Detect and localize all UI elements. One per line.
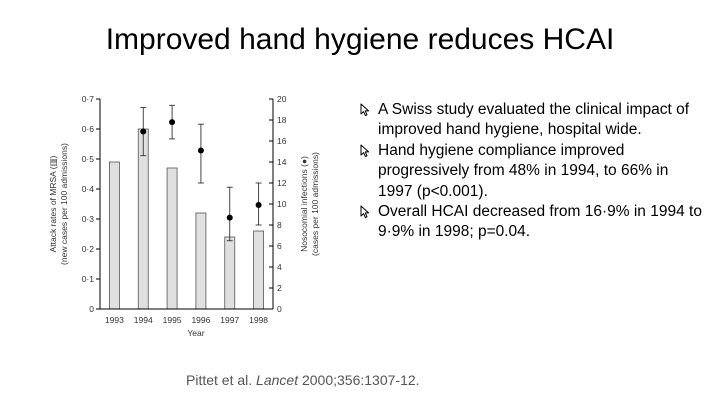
right-tick-label: 8	[277, 220, 282, 230]
left-tick-label: 0·6	[82, 124, 95, 134]
left-tick-label: 0	[89, 304, 94, 314]
x-tick-label: 1998	[249, 315, 268, 325]
cursor-arrow-icon	[360, 144, 370, 157]
left-axis-label-line-2: (new cases per 100 admissions)	[59, 143, 69, 265]
chart-points	[140, 104, 262, 242]
bar	[224, 236, 236, 310]
left-tick-label: 0·7	[82, 94, 95, 104]
bar	[195, 212, 207, 310]
right-axis-label-line-2: (cases per 100 admissions)	[310, 152, 320, 256]
bar	[253, 230, 264, 310]
right-tick-label: 14	[277, 157, 287, 167]
left-axis-label-line-1: Attack rates of MRSA (▥)	[48, 155, 58, 252]
right-axis-label-line-1: Nosocomial infections (●)	[299, 156, 309, 252]
citation-details: 2000;356:1307-12.	[298, 372, 420, 388]
right-tick-label: 4	[277, 262, 282, 272]
bullet-item: Hand hygiene compliance improved progres…	[356, 141, 706, 202]
right-tick-label: 16	[277, 136, 287, 146]
right-tick-label: 20	[277, 94, 287, 104]
infection-point	[169, 119, 176, 126]
bar	[166, 167, 178, 310]
infection-point	[255, 202, 262, 209]
right-tick-label: 18	[277, 115, 287, 125]
right-tick-label: 12	[277, 178, 287, 188]
left-tick-label: 0·1	[82, 274, 95, 284]
left-tick-label: 0·5	[82, 154, 95, 164]
right-axis: 0 2 4 6 8 10 12 14 16 18 20 Nosocomial infections …	[269, 94, 320, 314]
x-axis: 1993 1994 1995 1996 1997 1998 Year	[100, 308, 273, 338]
right-tick-label: 10	[277, 199, 287, 209]
bullet-text: A Swiss study evaluated the clinical imp…	[378, 101, 690, 139]
citation-journal: Lancet	[256, 372, 299, 388]
left-tick-label: 0·3	[82, 214, 95, 224]
right-tick-label: 2	[277, 283, 282, 293]
infection-point	[226, 214, 233, 221]
chart: 0 0·1 0·2 0·3 0·4 0·5 0·6 0·7 Attack rates of M…	[48, 94, 320, 338]
chart-bars	[109, 128, 264, 310]
left-axis: 0 0·1 0·2 0·3 0·4 0·5 0·6 0·7 Attack rates of M…	[48, 94, 101, 314]
citation: Pittet et al. Lancet 2000;356:1307-12.	[186, 372, 420, 388]
citation-authors: Pittet et al.	[186, 372, 257, 388]
x-tick-label: 1994	[134, 315, 153, 325]
right-tick-label: 6	[277, 241, 282, 251]
bullet-list: A Swiss study evaluated the clinical imp…	[356, 100, 706, 243]
left-tick-label: 0·4	[82, 184, 95, 194]
cursor-arrow-icon	[360, 103, 370, 117]
infection-point	[140, 128, 147, 135]
cursor-arrow-icon	[360, 205, 370, 219]
bullet-text: Overall HCAI decreased from 16·9% in 199…	[378, 203, 702, 241]
x-tick-label: 1993	[105, 315, 124, 325]
right-tick-label: 0	[277, 304, 282, 314]
slide-title: Improved hand hygiene reduces HCAI	[105, 23, 615, 56]
bar	[109, 161, 120, 310]
bullet-text: Hand hygiene compliance improved progres…	[378, 141, 669, 200]
x-tick-label: 1996	[191, 315, 210, 325]
x-axis-label: Year	[187, 328, 204, 338]
left-tick-label: 0·2	[82, 244, 95, 254]
x-tick-label: 1997	[220, 315, 239, 325]
x-tick-label: 1995	[163, 315, 182, 325]
bullet-item: Overall HCAI decreased from 16·9% in 199…	[356, 202, 706, 243]
bullet-item: A Swiss study evaluated the clinical imp…	[356, 100, 706, 141]
infection-point	[197, 147, 204, 154]
